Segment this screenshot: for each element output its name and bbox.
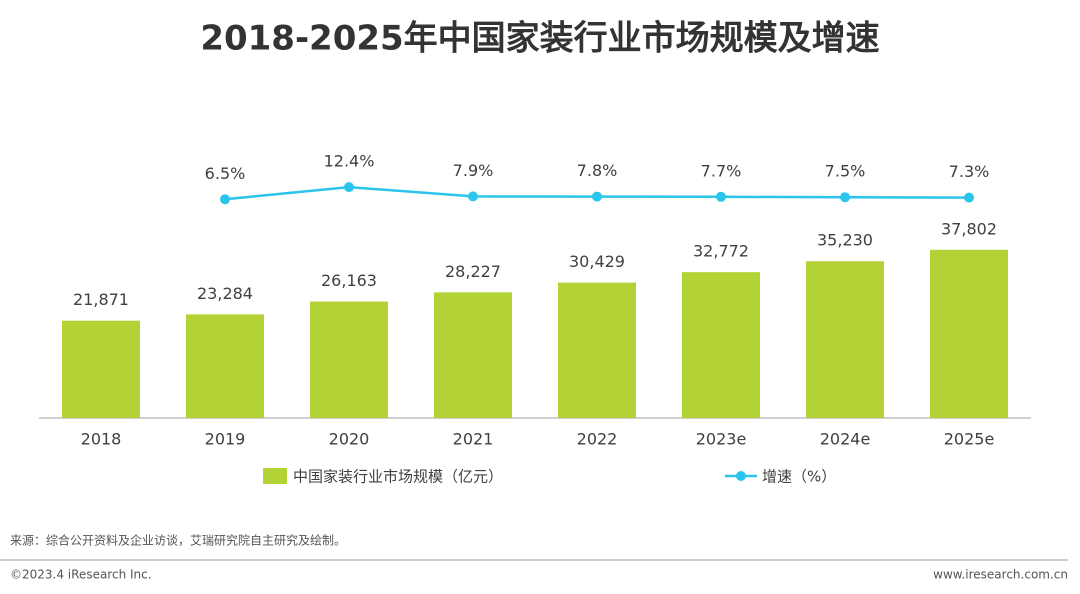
x-tick-label: 2025e (944, 430, 995, 449)
data-label: 35,230 (817, 231, 873, 250)
data-label: 7.5% (825, 162, 866, 181)
bar (930, 249, 1008, 418)
data-label: 23,284 (197, 284, 253, 303)
data-label: 30,429 (569, 252, 625, 271)
line-marker (840, 192, 850, 203)
data-label: 26,163 (321, 271, 377, 290)
line-marker (344, 182, 354, 193)
copyright: ©2023.4 iResearch Inc. (10, 568, 152, 582)
data-label: 6.5% (205, 164, 246, 183)
x-tick-label: 2021 (453, 430, 494, 449)
x-tick-label: 2019 (205, 430, 246, 449)
line-marker (716, 191, 726, 202)
bar (434, 292, 512, 418)
x-tick-label: 2020 (329, 430, 370, 449)
data-label: 21,871 (73, 290, 129, 309)
chart-title: 2018-2025年中国家装行业市场规模及增速 (200, 19, 879, 59)
x-tick-label: 2022 (577, 430, 618, 449)
legend-marker (736, 471, 746, 481)
legend-label: 增速（%） (762, 468, 836, 486)
bar (682, 272, 760, 418)
bar (310, 301, 388, 418)
data-label: 7.7% (701, 161, 742, 180)
x-tick-label: 2024e (820, 430, 871, 449)
source-note: 来源：综合公开资料及企业访谈，艾瑞研究院自主研究及绘制。 (10, 533, 346, 548)
x-tick-label: 2018 (81, 430, 122, 449)
legend-swatch (263, 468, 287, 484)
bar (62, 320, 140, 418)
data-label: 7.9% (453, 161, 494, 180)
line-marker (468, 191, 478, 202)
data-label: 7.3% (949, 162, 990, 181)
data-label: 7.8% (577, 161, 618, 180)
website: www.iresearch.com.cn (933, 568, 1068, 582)
data-label: 32,772 (693, 242, 749, 261)
legend-label: 中国家装行业市场规模（亿元） (293, 468, 503, 486)
bar (806, 261, 884, 418)
line-marker (964, 192, 974, 203)
line-marker (592, 191, 602, 202)
bar (558, 282, 636, 418)
x-tick-label: 2023e (696, 430, 747, 449)
line-marker (220, 194, 230, 205)
data-label: 28,227 (445, 262, 501, 281)
data-label: 12.4% (324, 152, 375, 171)
data-label: 37,802 (941, 219, 997, 238)
bar (186, 314, 264, 418)
